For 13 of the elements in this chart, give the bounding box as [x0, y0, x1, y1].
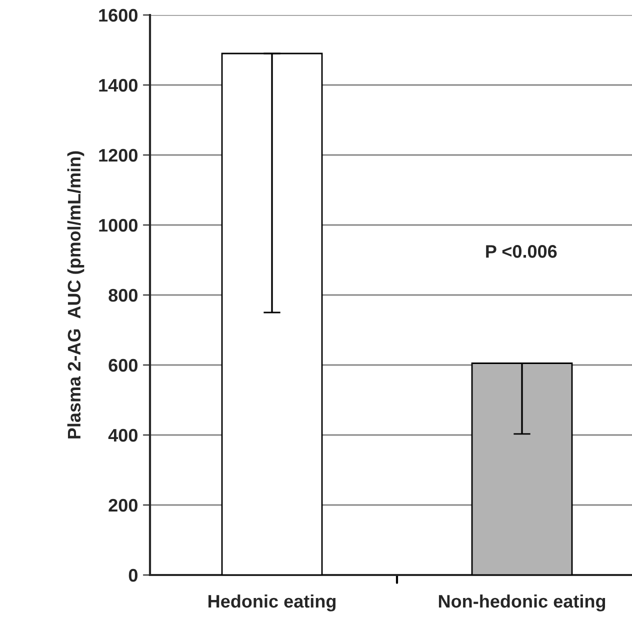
y-axis-title: Plasma 2-AG AUC (pmol/mL/min) — [67, 151, 84, 438]
y-tick-label: 0 — [128, 568, 138, 582]
y-tick-label: 1400 — [99, 78, 138, 92]
x-tick-label: Non-hedonic eating — [438, 594, 606, 612]
annotation: P <0.006 — [486, 245, 557, 258]
y-tick-label: 1000 — [99, 218, 138, 232]
y-tick-label: 1600 — [99, 8, 138, 22]
y-tick-label: 200 — [108, 498, 138, 512]
y-tick-label: 1200 — [99, 148, 138, 162]
x-tick-label: Hedonic eating — [208, 594, 336, 612]
y-tick-label: 400 — [108, 428, 138, 442]
y-tick-label: 800 — [108, 288, 138, 302]
y-tick-label: 600 — [108, 358, 138, 372]
